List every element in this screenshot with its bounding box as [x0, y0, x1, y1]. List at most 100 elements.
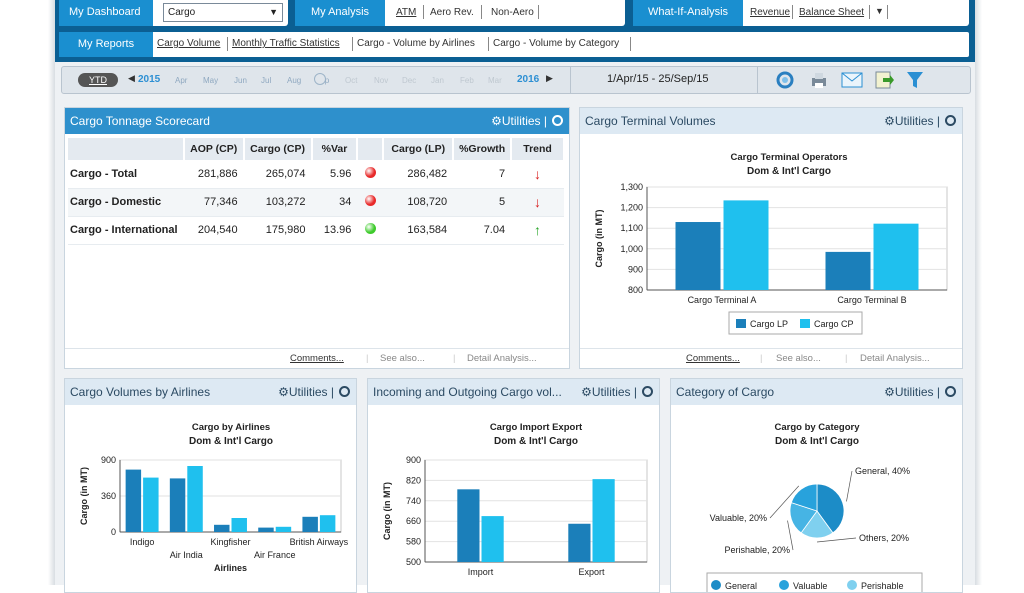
y-tick-label: 1,300 [620, 182, 643, 192]
detail-analysis-link[interactable]: Detail Analysis... [467, 353, 537, 364]
utilities-button[interactable]: ⚙Utilities | [884, 385, 940, 399]
y-axis-label: Cargo (in MT) [382, 482, 392, 540]
dashboard-select[interactable]: Cargo ▼ [163, 3, 283, 22]
refresh-icon[interactable] [776, 71, 794, 89]
cargo-cp-value: 103,272 [243, 188, 312, 217]
zoom-icon[interactable] [552, 115, 563, 126]
report-link-cargo-volume[interactable]: Cargo Volume [157, 38, 221, 49]
analysis-link-non-aero[interactable]: Non-Aero [491, 7, 534, 18]
month-feb[interactable]: Feb [460, 76, 474, 85]
y-tick-label: 740 [406, 496, 421, 506]
date-range-bar: YTD ◀ 2015 Apr May Jun Jul Aug Sep Oct N… [61, 66, 971, 94]
cargo-cp-value: 175,980 [243, 216, 312, 245]
table-header-row: AOP (CP) Cargo (CP) %Var Cargo (LP) %Gro… [68, 138, 565, 160]
print-icon[interactable] [810, 71, 828, 89]
email-icon[interactable] [841, 72, 863, 88]
month-jun[interactable]: Jun [234, 76, 247, 85]
divider: | [760, 353, 763, 364]
utilities-button[interactable]: ⚙Utilities | [491, 114, 547, 128]
whatif-link-balance-sheet[interactable]: Balance Sheet [799, 7, 865, 18]
y-tick-label: 900 [101, 455, 116, 465]
column-header: Cargo (CP) [243, 138, 313, 160]
category-chart: Cargo by Category Dom & Int'l Cargo Genera… [706, 422, 923, 592]
see-also-link[interactable]: See also... [776, 353, 821, 364]
utilities-button[interactable]: ⚙Utilities | [278, 385, 334, 399]
x-tick-label: Indigo [130, 537, 155, 547]
next-year-arrow-icon[interactable]: ▶ [546, 73, 553, 83]
report-link-volume-by-category[interactable]: Cargo - Volume by Category [493, 38, 620, 49]
prev-year-arrow-icon[interactable]: ◀ [128, 73, 135, 83]
divider [488, 37, 489, 51]
chart-title: Cargo Terminal Operators [730, 152, 847, 163]
zoom-icon[interactable] [945, 115, 956, 126]
month-apr[interactable]: Apr [175, 76, 188, 85]
scorecard-title: Cargo Tonnage Scorecard [70, 114, 210, 128]
y-tick-label: 580 [406, 537, 421, 547]
dashboard-select-value: Cargo [168, 7, 196, 18]
detail-analysis-link[interactable]: Detail Analysis... [860, 353, 930, 364]
page-shadow-left [48, 0, 55, 585]
bar [231, 518, 247, 532]
utilities-button[interactable]: ⚙Utilities | [581, 385, 637, 399]
legend-label: Valuable [793, 581, 827, 591]
analysis-link-aero-rev[interactable]: Aero Rev. [430, 7, 474, 18]
zoom-icon[interactable] [945, 386, 956, 397]
x-tick-label: Export [578, 567, 605, 577]
divider [570, 67, 571, 93]
legend-swatch [711, 580, 721, 590]
pie-leader-line [769, 485, 800, 519]
zoom-icon[interactable] [339, 386, 350, 397]
month-aug[interactable]: Aug [287, 76, 302, 85]
report-link-volume-by-airlines[interactable]: Cargo - Volume by Airlines [357, 38, 475, 49]
whatif-link-revenue[interactable]: Revenue [750, 7, 791, 18]
my-reports-button[interactable]: My Reports [59, 32, 153, 57]
utilities-label: Utilities [894, 385, 934, 399]
report-link-monthly-traffic[interactable]: Monthly Traffic Statistics [232, 38, 340, 49]
month-mar[interactable]: Mar [488, 76, 502, 85]
trend-icon: ↓ [511, 160, 564, 189]
my-dashboard-button[interactable]: My Dashboard [59, 0, 153, 26]
bar [825, 251, 871, 290]
month-oct[interactable]: Oct [345, 76, 358, 85]
y-axis-label: Cargo (in MT) [594, 210, 604, 268]
my-analysis-button[interactable]: My Analysis [295, 0, 385, 26]
utilities-button[interactable]: ⚙Utilities | [884, 114, 940, 128]
legend-swatch [847, 580, 857, 590]
month-nov[interactable]: Nov [374, 76, 389, 85]
x-tick-label: Air France [254, 550, 296, 560]
see-also-link[interactable]: See also... [380, 353, 425, 364]
month-jan[interactable]: Jan [431, 76, 444, 85]
filter-icon[interactable] [906, 71, 924, 89]
legend-label: Cargo CP [814, 319, 854, 329]
bar [125, 469, 142, 532]
y-tick-label: 900 [406, 455, 421, 465]
year-end[interactable]: 2016 [517, 74, 540, 85]
utilities-label: Utilities [501, 114, 541, 128]
bar [873, 223, 919, 290]
month-dec[interactable]: Dec [402, 76, 417, 85]
inout-chart: Cargo Import Export Dom & Int'l Cargo 500 5… [382, 422, 648, 577]
timeline-handle[interactable] [314, 73, 326, 85]
selected-date-range: 1/Apr/15 - 25/Sep/15 [607, 73, 709, 85]
year-start[interactable]: 2015 [138, 74, 161, 85]
category-header: Category of Cargo ⚙Utilities | [671, 379, 962, 405]
comments-link[interactable]: Comments... [686, 353, 740, 364]
export-icon[interactable] [874, 70, 894, 90]
status-dot-icon [364, 166, 376, 178]
bar [457, 489, 480, 562]
table-row: Cargo - International 204,540 175,980 13.96… [68, 216, 564, 245]
divider [423, 5, 424, 19]
zoom-icon[interactable] [642, 386, 653, 397]
month-may[interactable]: May [203, 76, 219, 85]
ytd-button[interactable]: YTD [78, 73, 118, 87]
chart-subtitle: Dom & Int'l Cargo [747, 166, 831, 177]
utilities-label: Utilities [894, 114, 934, 128]
month-jul[interactable]: Jul [261, 76, 272, 85]
bar [169, 478, 186, 532]
whatif-dropdown-icon[interactable]: ▼ [875, 6, 884, 16]
bar [568, 523, 591, 562]
analysis-link-atm[interactable]: ATM [396, 7, 417, 18]
what-if-analysis-button[interactable]: What-If-Analysis [633, 0, 743, 26]
category-panel: Category of Cargo ⚙Utilities | Cargo by … [670, 378, 963, 593]
comments-link[interactable]: Comments... [290, 353, 344, 364]
